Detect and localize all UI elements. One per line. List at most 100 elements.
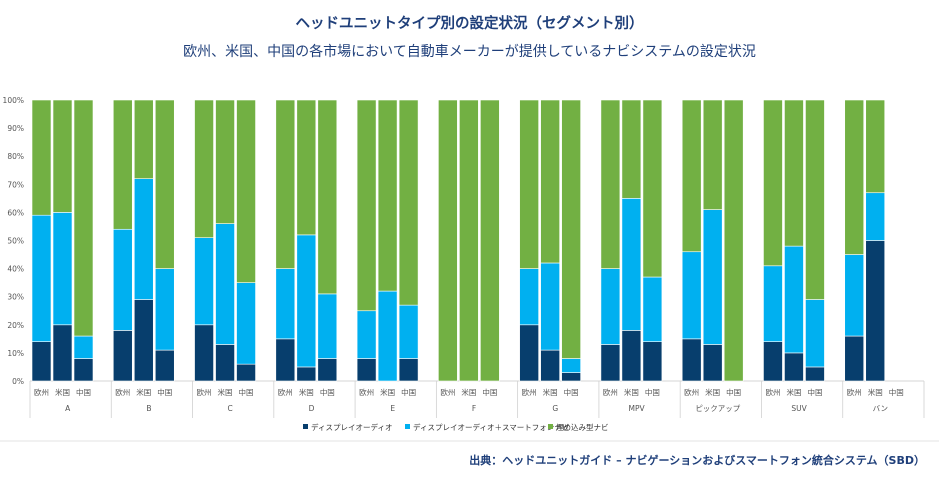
bar-segment <box>561 99 581 359</box>
segment-label: SUV <box>791 404 807 413</box>
market-label: 欧州 <box>34 387 49 397</box>
market-label: 中国 <box>726 387 741 397</box>
bar-segment <box>844 254 865 337</box>
y-tick-label: 90% <box>7 124 24 133</box>
bar-segment <box>194 237 214 326</box>
bar-segment <box>844 335 865 382</box>
segment-label: G <box>552 404 558 413</box>
bar-segment <box>317 358 338 382</box>
y-tick-label: 30% <box>7 293 24 302</box>
market-label: 欧州 <box>278 387 293 397</box>
bar-segment <box>398 358 419 382</box>
market-label: 中国 <box>76 387 91 397</box>
bar-segment <box>73 358 94 382</box>
bar-segment <box>194 99 214 238</box>
market-label: 中国 <box>157 387 172 397</box>
bar-segment <box>215 223 235 345</box>
bar-segment <box>317 99 338 295</box>
segment-label: D <box>309 404 315 413</box>
market-label: 米国 <box>299 387 314 397</box>
bar-segment <box>296 366 317 382</box>
bar-segment <box>112 330 133 382</box>
bar-segment <box>519 268 539 326</box>
bar-segment <box>236 282 256 365</box>
bar-segment <box>723 99 744 382</box>
bar-segment <box>681 338 702 382</box>
market-label: 欧州 <box>359 387 374 397</box>
market-label: 欧州 <box>603 387 618 397</box>
market-label: 欧州 <box>115 387 130 397</box>
y-tick-label: 0% <box>12 377 24 386</box>
bar-segment <box>133 178 154 300</box>
bar-segment <box>275 268 296 340</box>
bar-segment <box>561 358 581 373</box>
bar-segment <box>377 290 398 382</box>
market-label: 欧州 <box>197 387 212 397</box>
market-label: 中国 <box>401 387 416 397</box>
bar-segment <box>275 99 296 269</box>
bar-segment <box>600 344 621 382</box>
market-label: 欧州 <box>847 387 862 397</box>
market-label: 欧州 <box>522 387 537 397</box>
bar-segment <box>642 99 663 278</box>
y-tick-label: 50% <box>7 237 24 246</box>
bar-segment <box>540 99 560 264</box>
market-label: 中国 <box>239 387 254 397</box>
chart-subtitle: 欧州、米国、中国の各市場において自動車メーカーが提供しているナビシステムの設定状… <box>183 44 756 60</box>
legend-label: 埋め込み型ナビ <box>556 422 609 432</box>
bar-segment <box>763 99 783 267</box>
bar-segment <box>763 265 783 342</box>
bar-segment <box>844 99 865 255</box>
bar-segment <box>31 341 52 382</box>
bar-segment <box>540 349 560 382</box>
y-tick-label: 70% <box>7 180 24 189</box>
legend-swatch <box>303 424 308 429</box>
bar-segment <box>702 209 723 345</box>
bar-segment <box>31 99 52 216</box>
bar-segment <box>296 234 317 368</box>
bar-segment <box>865 240 886 382</box>
bar-segment <box>112 99 133 230</box>
market-label: 中国 <box>889 387 904 397</box>
bar-segment <box>356 310 377 359</box>
market-label: 中国 <box>645 387 660 397</box>
y-tick-label: 10% <box>7 349 24 358</box>
legend-label: ディスプレイオーディオ＋スマートフォンナビ <box>413 422 569 432</box>
market-label: 米国 <box>543 387 558 397</box>
segment-label: バン <box>873 404 888 413</box>
market-label: 米国 <box>136 387 151 397</box>
market-label: 米国 <box>218 387 233 397</box>
bar-segment <box>865 99 886 194</box>
y-tick-label: 80% <box>7 152 24 161</box>
bar-segment <box>459 99 479 382</box>
market-label: 米国 <box>786 387 801 397</box>
legend-swatch <box>548 424 553 429</box>
bar-segment <box>317 293 338 359</box>
bar-segment <box>73 99 94 337</box>
bar-segment <box>621 198 642 331</box>
market-label: 米国 <box>461 387 476 397</box>
bar-segment <box>805 366 825 382</box>
bar-segment <box>784 99 804 247</box>
bar-segment <box>621 99 642 199</box>
bar-segment <box>73 335 94 359</box>
bar-segment <box>561 372 581 382</box>
segment-label: F <box>472 404 476 413</box>
bar-segment <box>31 214 52 342</box>
market-label: 欧州 <box>684 387 699 397</box>
bar-segment <box>763 341 783 382</box>
y-tick-label: 100% <box>3 96 24 105</box>
market-label: 中国 <box>482 387 497 397</box>
segment-label: A <box>65 404 71 413</box>
bar-segment <box>52 99 73 213</box>
market-label: 中国 <box>564 387 579 397</box>
bar-segment <box>702 99 723 210</box>
bar-segment <box>519 99 539 269</box>
bar-segment <box>296 99 317 236</box>
market-label: 米国 <box>55 387 70 397</box>
legend-label: ディスプレイオーディオ <box>311 422 392 432</box>
market-label: 米国 <box>705 387 720 397</box>
bar-segment <box>133 299 154 382</box>
bar-segment <box>112 228 133 331</box>
segment-label: E <box>390 404 395 413</box>
